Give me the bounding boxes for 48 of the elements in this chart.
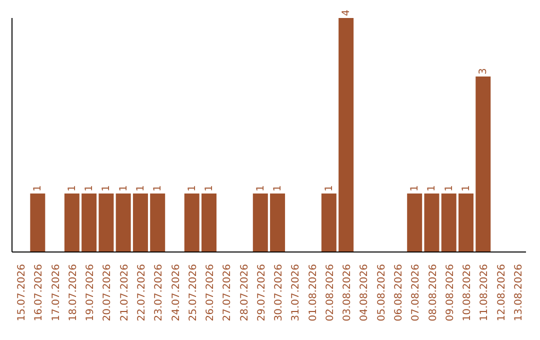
x-tick-label: 27.07.2026 <box>222 264 234 322</box>
x-tick-label: 04.08.2026 <box>359 264 370 322</box>
x-tick-label: 09.08.2026 <box>444 264 456 322</box>
data-label: 4 <box>341 10 352 16</box>
x-tick-label: 18.07.2026 <box>68 264 79 322</box>
data-label: 1 <box>84 185 96 192</box>
x-tick-label: 31.07.2026 <box>290 264 302 322</box>
data-label: 1 <box>101 185 112 192</box>
x-tick-label: 02.08.2026 <box>324 264 336 322</box>
x-tick-label: 24.07.2026 <box>170 264 182 322</box>
x-tick-label: 11.08.2026 <box>479 264 490 322</box>
x-tick-label: 19.07.2026 <box>85 264 96 322</box>
x-tick-label: 26.07.2026 <box>205 264 216 322</box>
x-tick-label: 16.07.2026 <box>34 264 45 322</box>
data-label: 1 <box>152 185 164 192</box>
x-tick-label: 22.07.2026 <box>136 264 148 322</box>
data-label: 1 <box>204 185 215 192</box>
x-tick-label: 30.07.2026 <box>274 264 285 322</box>
x-tick-label: 28.07.2026 <box>239 264 250 322</box>
x-tick-label: 12.08.2026 <box>496 264 508 322</box>
x-tick-label: 25.07.2026 <box>188 264 199 322</box>
x-tick-label: 03.08.2026 <box>342 264 354 322</box>
x-tick-label: 15.07.2026 <box>16 264 28 322</box>
data-label: 1 <box>255 185 266 192</box>
data-label: 1 <box>410 185 421 192</box>
data-label: 1 <box>135 185 146 192</box>
data-label: 1 <box>324 185 335 192</box>
x-tick-label: 06.08.2026 <box>394 264 404 322</box>
x-tick-label: 13.08.2026 <box>513 264 524 322</box>
x-tick-label: 20.07.2026 <box>102 264 114 322</box>
x-tick-label: 23.07.2026 <box>154 264 165 322</box>
data-label: 1 <box>186 185 198 192</box>
data-label: 1 <box>460 185 472 192</box>
x-tick-label: 01.08.2026 <box>308 264 319 322</box>
data-label: 1 <box>444 185 455 192</box>
data-label: 1 <box>66 185 78 192</box>
data-label: 1 <box>272 185 284 192</box>
x-tick-label: 21.07.2026 <box>119 264 130 322</box>
x-tick-label: 07.08.2026 <box>410 264 422 322</box>
x-tick-label: 10.08.2026 <box>462 264 474 322</box>
data-label: 1 <box>426 185 438 192</box>
x-tick-label: 08.08.2026 <box>428 264 439 322</box>
x-tick-label: 05.08.2026 <box>376 264 388 322</box>
x-tick-label: 29.07.2026 <box>256 264 268 322</box>
data-label: 3 <box>478 68 490 74</box>
x-tick-label: 17.07.2026 <box>50 264 62 322</box>
data-label: 1 <box>32 185 44 192</box>
data-label: 1 <box>118 185 130 192</box>
